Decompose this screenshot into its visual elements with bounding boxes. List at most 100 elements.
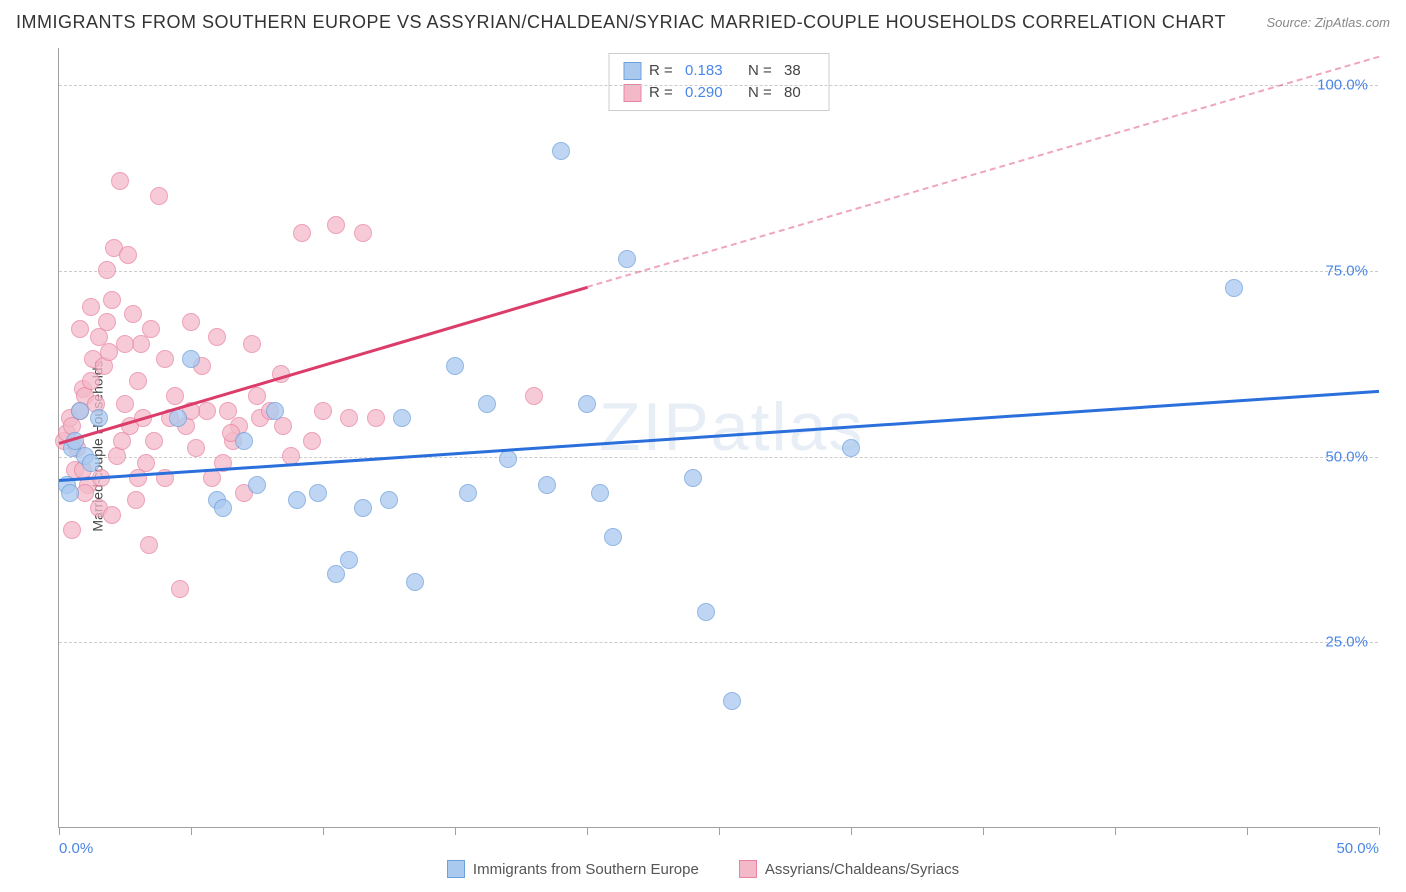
series-name-pink: Assyrians/Chaldeans/Syriacs <box>765 861 959 878</box>
r-value-blue: 0.183 <box>685 60 740 82</box>
grid-line <box>59 642 1378 643</box>
scatter-point-blue <box>697 603 715 621</box>
scatter-point-blue <box>354 499 372 517</box>
series-name-blue: Immigrants from Southern Europe <box>473 861 699 878</box>
scatter-point-blue <box>327 565 345 583</box>
scatter-point-pink <box>198 402 216 420</box>
series-legend-pink: Assyrians/Chaldeans/Syriacs <box>739 860 959 878</box>
scatter-point-blue <box>459 484 477 502</box>
scatter-point-blue <box>591 484 609 502</box>
series-legend: Immigrants from Southern Europe Assyrian… <box>0 860 1406 878</box>
x-tick <box>1115 827 1116 835</box>
scatter-point-blue <box>90 409 108 427</box>
y-tick-label: 25.0% <box>1325 634 1368 651</box>
x-tick <box>851 827 852 835</box>
scatter-point-pink <box>187 439 205 457</box>
scatter-point-blue <box>842 439 860 457</box>
x-tick <box>1247 827 1248 835</box>
scatter-point-pink <box>314 402 332 420</box>
scatter-point-pink <box>82 298 100 316</box>
scatter-point-blue <box>309 484 327 502</box>
x-tick <box>587 827 588 835</box>
scatter-point-blue <box>406 573 424 591</box>
scatter-point-pink <box>116 335 134 353</box>
scatter-point-pink <box>248 387 266 405</box>
scatter-point-pink <box>132 335 150 353</box>
scatter-point-pink <box>243 335 261 353</box>
scatter-point-blue <box>393 409 411 427</box>
n-value-blue: 38 <box>784 60 814 82</box>
scatter-point-blue <box>499 450 517 468</box>
scatter-point-blue <box>182 350 200 368</box>
scatter-point-blue <box>380 491 398 509</box>
x-tick-label: 0.0% <box>59 840 93 857</box>
scatter-point-pink <box>525 387 543 405</box>
scatter-point-pink <box>140 536 158 554</box>
x-tick <box>455 827 456 835</box>
scatter-point-pink <box>82 372 100 390</box>
scatter-point-pink <box>103 291 121 309</box>
chart-plot-area: ZIPatlas R = 0.183 N = 38 R = 0.290 N = … <box>58 48 1378 828</box>
scatter-point-pink <box>150 187 168 205</box>
scatter-point-pink <box>142 320 160 338</box>
x-tick <box>323 827 324 835</box>
scatter-point-blue <box>169 409 187 427</box>
scatter-point-pink <box>354 224 372 242</box>
scatter-point-pink <box>367 409 385 427</box>
n-label: N = <box>748 60 776 82</box>
scatter-point-pink <box>340 409 358 427</box>
scatter-point-pink <box>129 372 147 390</box>
x-tick <box>191 827 192 835</box>
grid-line <box>59 85 1378 86</box>
r-label: R = <box>649 60 677 82</box>
scatter-point-pink <box>124 305 142 323</box>
scatter-point-blue <box>288 491 306 509</box>
scatter-point-pink <box>327 216 345 234</box>
scatter-point-blue <box>478 395 496 413</box>
scatter-point-blue <box>266 402 284 420</box>
scatter-point-blue <box>446 357 464 375</box>
scatter-point-pink <box>76 484 94 502</box>
scatter-point-pink <box>98 313 116 331</box>
scatter-point-pink <box>63 521 81 539</box>
x-tick <box>983 827 984 835</box>
scatter-point-pink <box>129 469 147 487</box>
scatter-point-blue <box>82 454 100 472</box>
scatter-point-pink <box>293 224 311 242</box>
scatter-point-blue <box>538 476 556 494</box>
legend-swatch-pink <box>623 84 641 102</box>
scatter-point-blue <box>1225 279 1243 297</box>
scatter-point-blue <box>578 395 596 413</box>
x-tick-label: 50.0% <box>1336 840 1379 857</box>
scatter-point-blue <box>340 551 358 569</box>
y-tick-label: 75.0% <box>1325 262 1368 279</box>
scatter-point-blue <box>684 469 702 487</box>
x-tick <box>1379 827 1380 835</box>
scatter-point-pink <box>156 350 174 368</box>
grid-line <box>59 457 1378 458</box>
scatter-point-pink <box>166 387 184 405</box>
x-tick <box>59 827 60 835</box>
scatter-point-blue <box>71 402 89 420</box>
scatter-point-pink <box>171 580 189 598</box>
scatter-point-blue <box>61 484 79 502</box>
scatter-point-pink <box>98 261 116 279</box>
x-tick <box>719 827 720 835</box>
chart-title: IMMIGRANTS FROM SOUTHERN EUROPE VS ASSYR… <box>16 12 1226 33</box>
scatter-point-pink <box>111 172 129 190</box>
series-legend-blue: Immigrants from Southern Europe <box>447 860 699 878</box>
scatter-point-blue <box>248 476 266 494</box>
scatter-point-blue <box>235 432 253 450</box>
scatter-point-pink <box>182 313 200 331</box>
series-swatch-blue <box>447 860 465 878</box>
scatter-point-pink <box>127 491 145 509</box>
series-swatch-pink <box>739 860 757 878</box>
legend-row-blue: R = 0.183 N = 38 <box>623 60 814 82</box>
scatter-point-blue <box>214 499 232 517</box>
source-attribution: Source: ZipAtlas.com <box>1266 15 1390 30</box>
legend-swatch-blue <box>623 62 641 80</box>
y-tick-label: 100.0% <box>1317 77 1368 94</box>
scatter-point-blue <box>604 528 622 546</box>
scatter-point-blue <box>552 142 570 160</box>
scatter-point-pink <box>119 246 137 264</box>
